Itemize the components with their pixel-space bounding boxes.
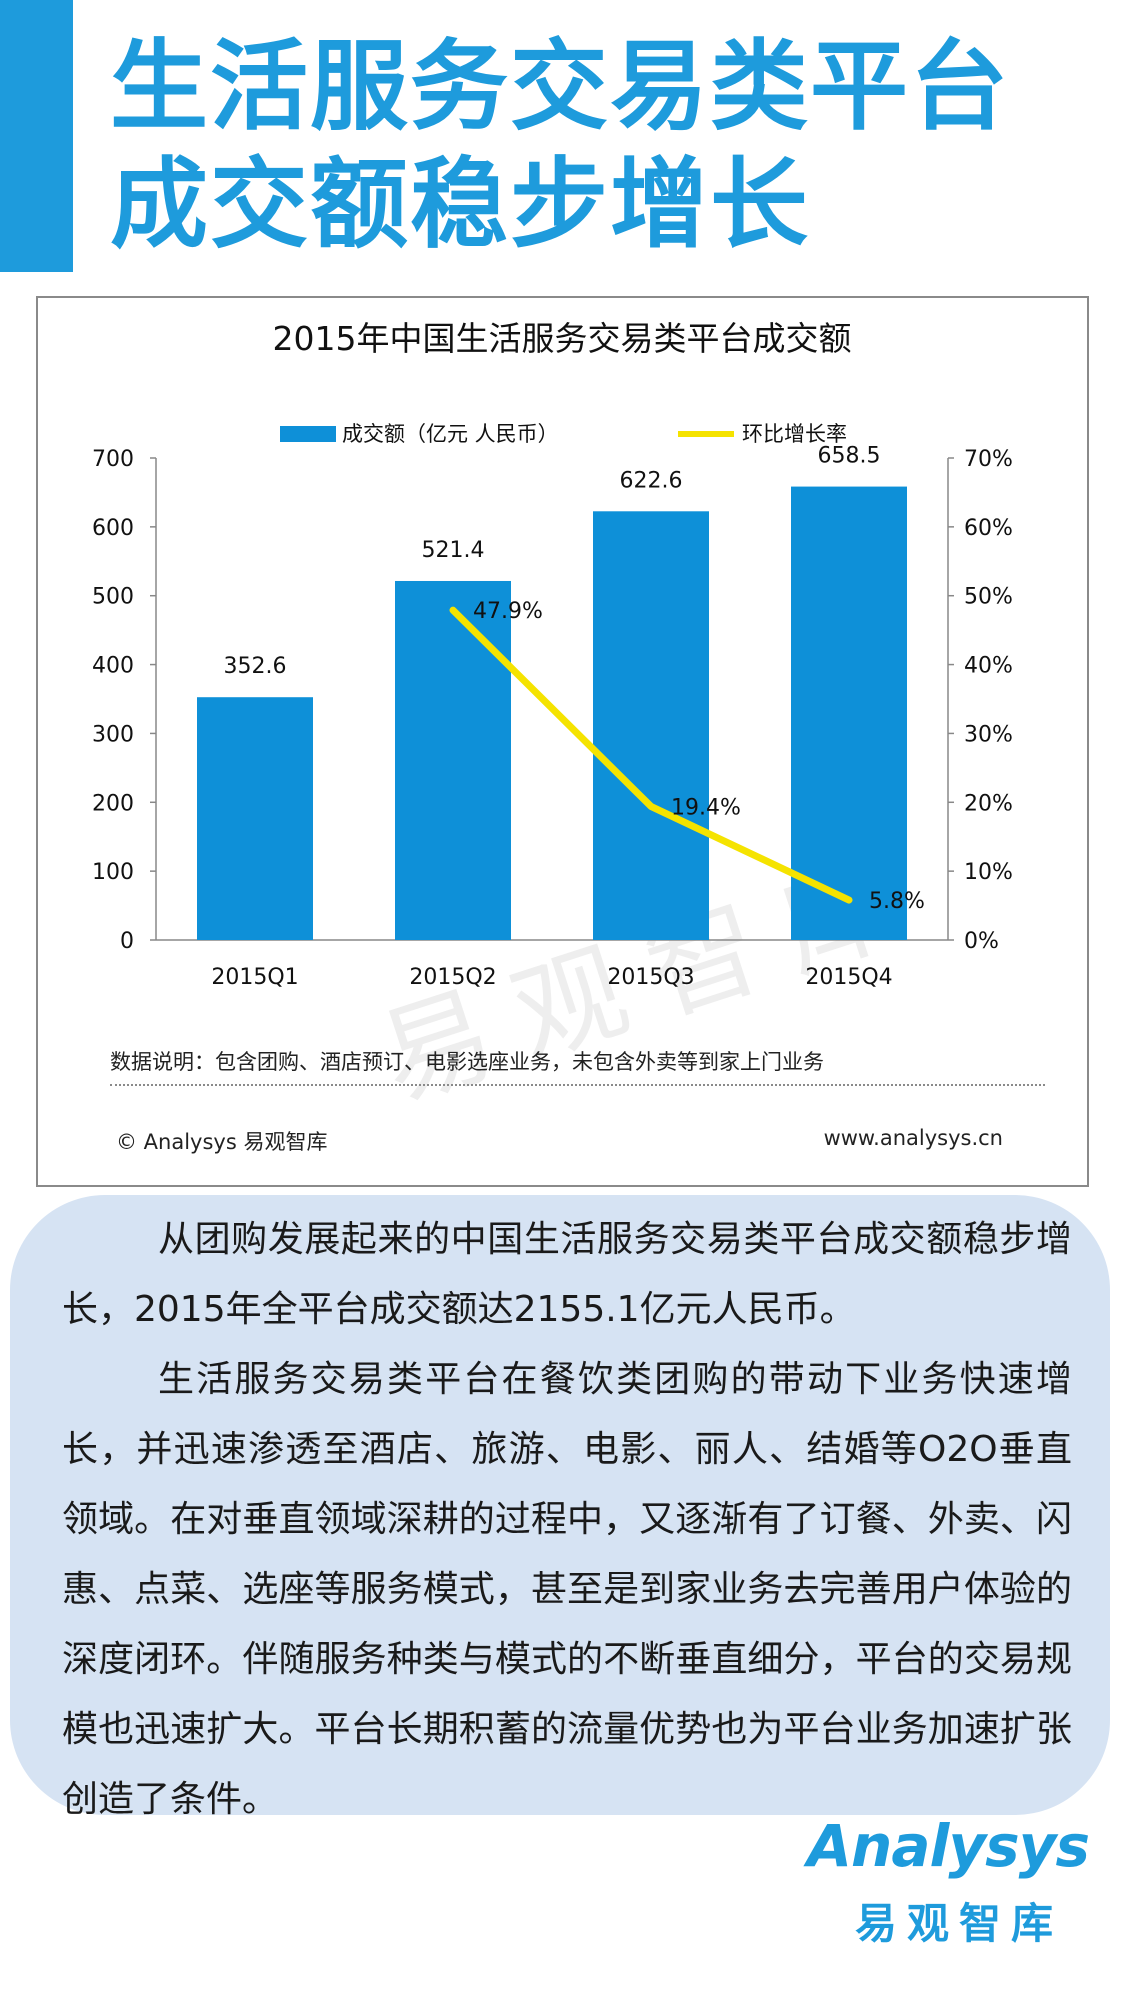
left-tick-label: 100 [92,860,134,885]
x-tick-label: 2015Q1 [211,965,298,990]
legend-line-label: 环比增长率 [742,422,847,446]
logo-wordmark: Analysys [807,1812,1090,1880]
bar-value-label: 352.6 [224,654,287,679]
growth-rate-line [449,606,853,904]
copyright-text: © Analysys 易观智库 [116,1130,328,1154]
legend-bar-swatch [280,426,336,442]
right-tick-label: 10% [964,860,1013,885]
analysys-logo: Analysys 易观智库 [807,1812,1090,1992]
chart-frame: 易观智库 2015年中国生活服务交易类平台成交额 成交额（亿元 人民币） 环比增长率… [36,296,1089,1187]
right-tick-label: 70% [964,447,1013,472]
bar [791,486,907,940]
bar [593,511,709,940]
left-tick-label: 400 [92,654,134,679]
right-tick-label: 20% [964,791,1013,816]
left-tick-label: 500 [92,585,134,610]
text-panel: 从团购发展起来的中国生活服务交易类平台成交额稳步增长，2015年全平台成交额达2… [10,1195,1110,1820]
right-tick-label: 0% [964,929,999,954]
bar [197,697,313,940]
growth-rate-label: 5.8% [869,889,925,914]
right-tick-label: 40% [964,654,1013,679]
headline-line-2: 成交额稳步增长 [110,148,811,262]
data-note: 数据说明：包含团购、酒店预订、电影选座业务，未包含外卖等到家上门业务 [110,1050,824,1074]
right-tick-label: 60% [964,516,1013,541]
paragraph-1: 从团购发展起来的中国生活服务交易类平台成交额稳步增长，2015年全平台成交额达2… [62,1219,1072,1330]
growth-rate-label: 47.9% [473,599,543,624]
growth-rate-label: 19.4% [671,795,741,820]
page-headline: 生活服务交易类平台 成交额稳步增长 [110,28,1090,264]
bar [395,580,511,940]
right-tick-label: 50% [964,585,1013,610]
chart-title: 2015年中国生活服务交易类平台成交额 [273,319,852,358]
x-tick-label: 2015Q4 [805,965,892,990]
logo-chinese: 易观智库 [854,1899,1063,1948]
note-divider [110,1084,1045,1086]
left-tick-label: 600 [92,516,134,541]
left-tick-label: 200 [92,791,134,816]
left-tick-label: 700 [92,447,134,472]
left-tick-label: 300 [92,722,134,747]
x-tick-label: 2015Q3 [607,965,694,990]
right-tick-label: 30% [964,722,1013,747]
bar-value-label: 658.5 [818,444,881,469]
paragraph-2: 生活服务交易类平台在餐饮类团购的带动下业务快速增长，并迅速渗透至酒店、旅游、电影… [62,1359,1072,1820]
x-tick-label: 2015Q2 [409,965,496,990]
bar-value-label: 622.6 [620,468,683,493]
headline-line-1: 生活服务交易类平台 [110,30,1011,144]
title-accent-bar [0,0,73,272]
legend-bar-label: 成交额（亿元 人民币） [342,422,559,446]
bar-value-label: 521.4 [422,538,485,563]
left-tick-label: 0 [120,929,134,954]
website-text: www.analysys.cn [823,1126,1003,1150]
